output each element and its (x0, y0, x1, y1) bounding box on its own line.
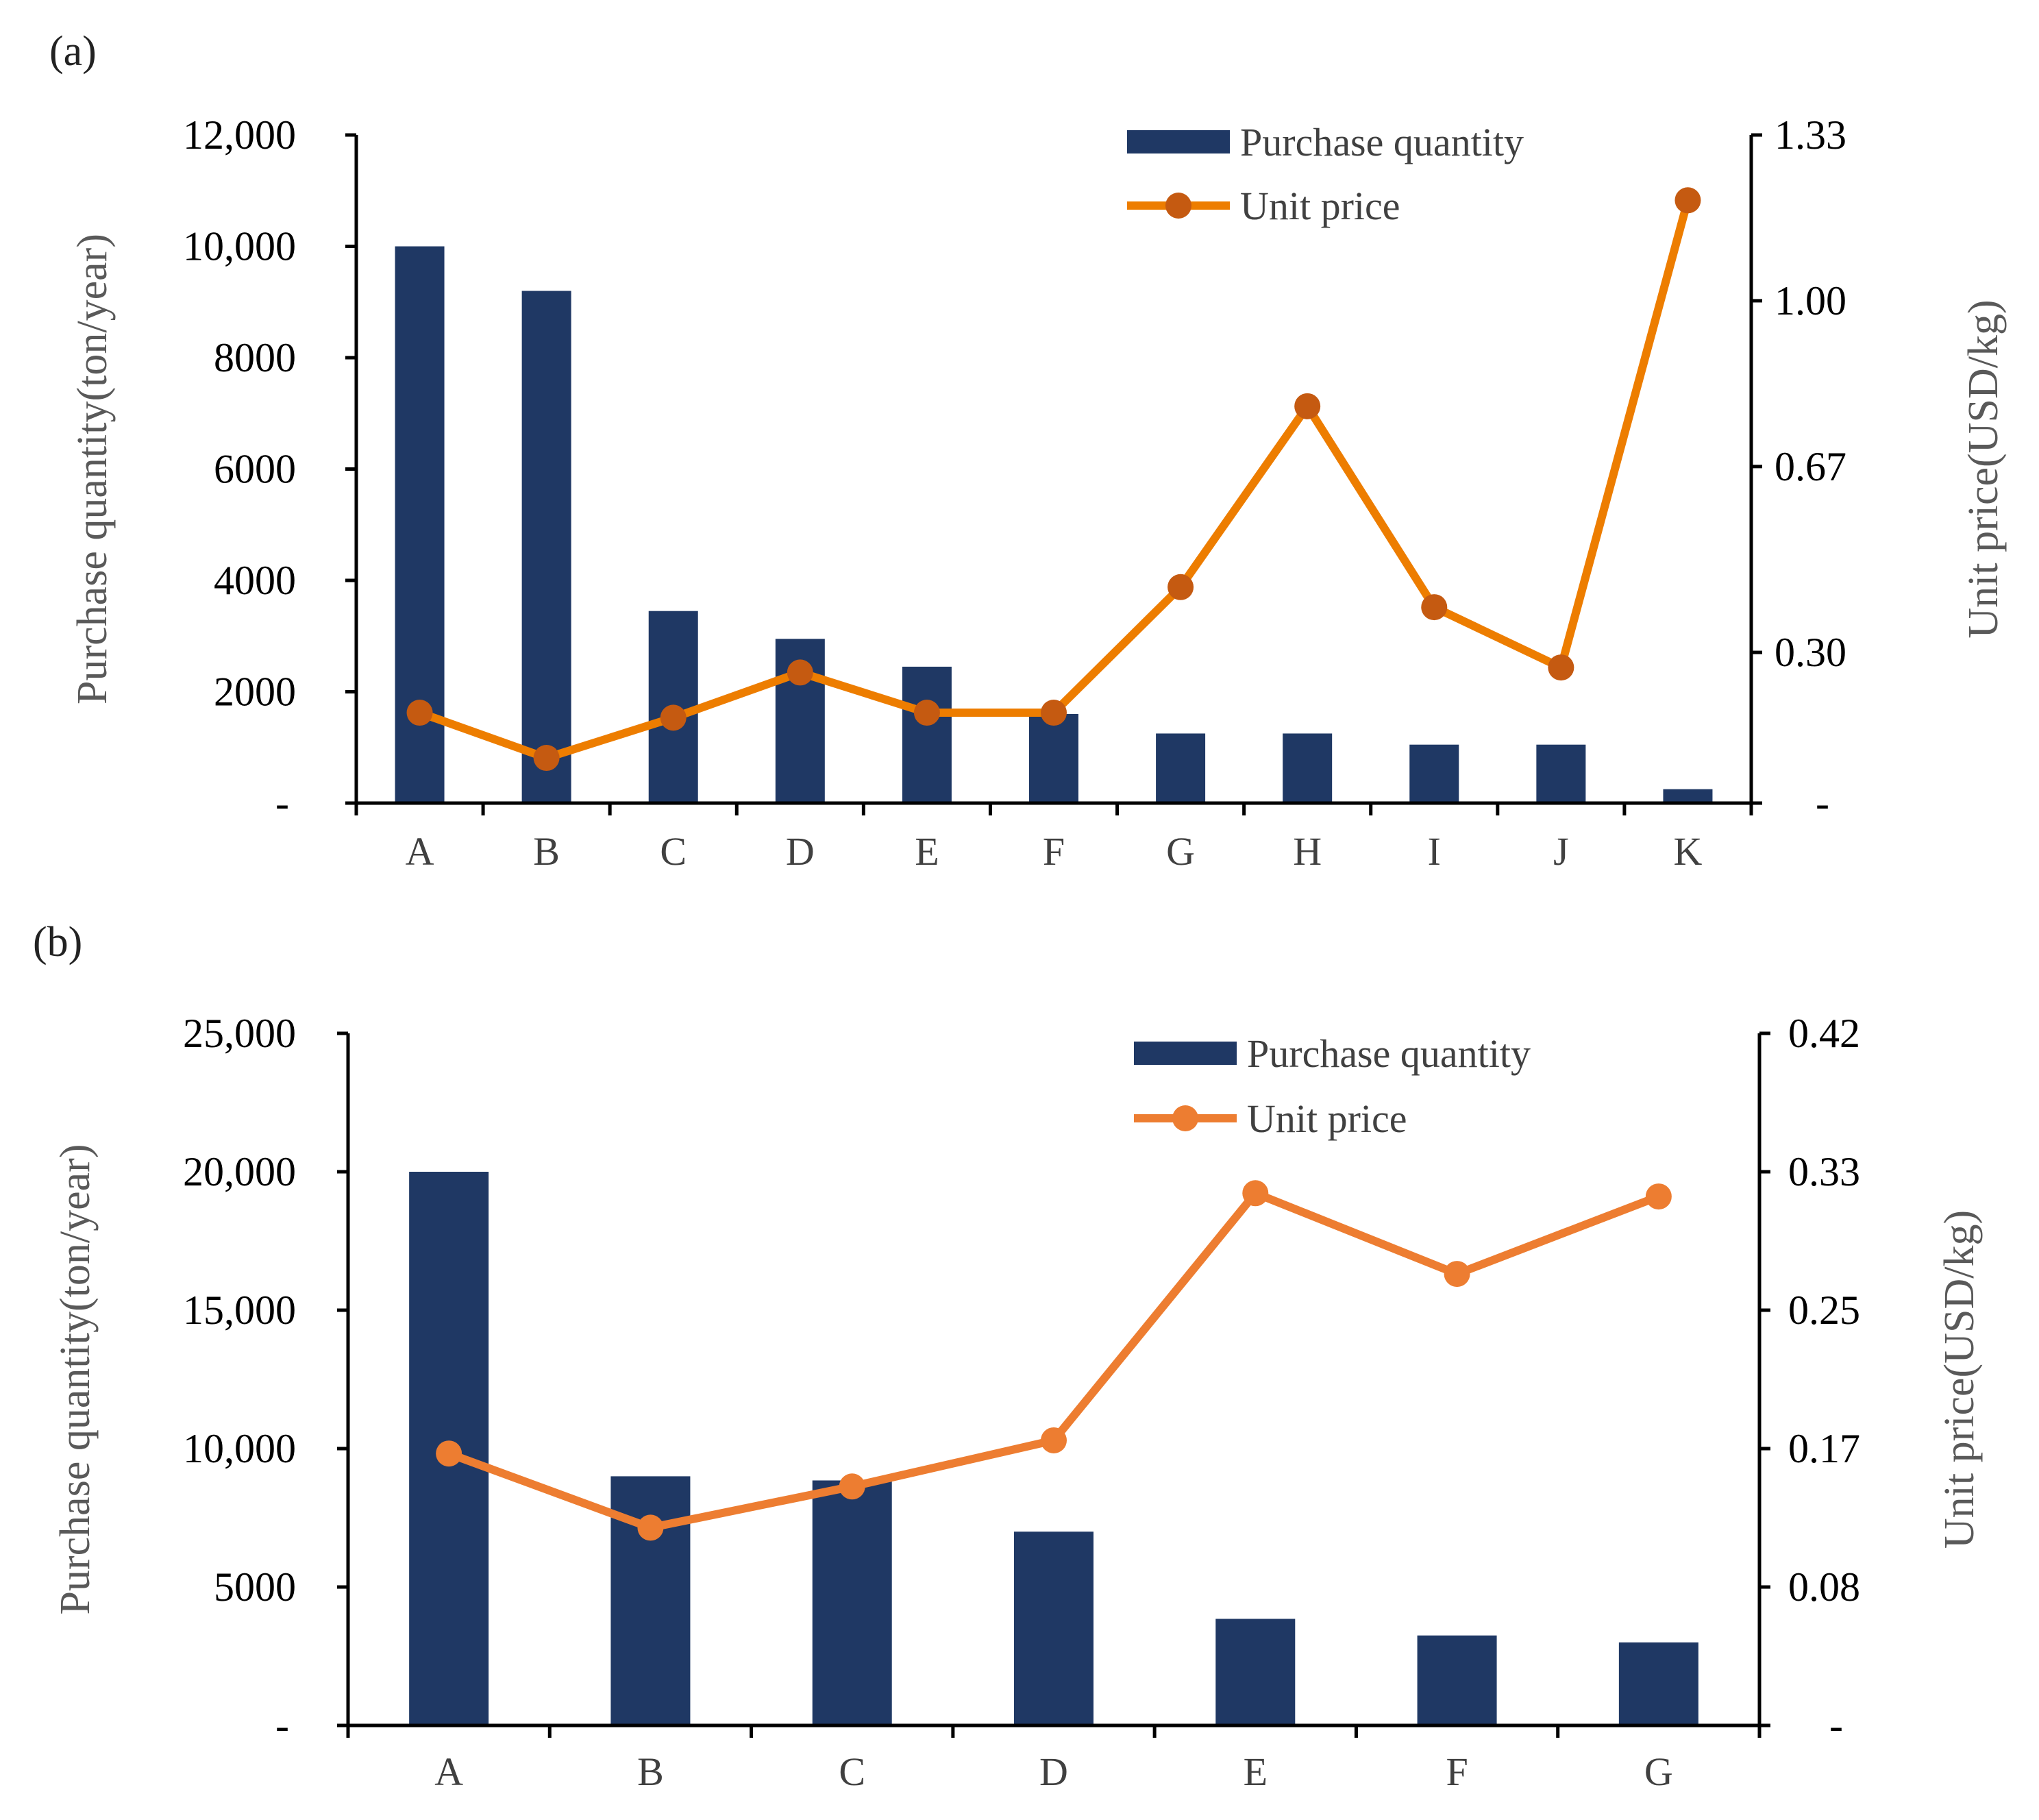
category-label-I: I (1428, 829, 1441, 874)
unit-price-point-F[interactable] (1444, 1261, 1470, 1288)
legend-bar-swatch (1134, 1042, 1237, 1065)
right-tick-label: 0.30 (1775, 630, 1846, 675)
left-tick-label: 10,000 (183, 1426, 296, 1471)
left-tick-label: 12,000 (183, 112, 296, 158)
unit-price-point-A[interactable] (406, 700, 433, 726)
category-label-B: B (533, 829, 560, 874)
left-tick-label: 6000 (214, 447, 296, 492)
right-tick-label: 0.25 (1788, 1288, 1860, 1333)
left-tick-label: 8000 (214, 335, 296, 380)
unit-price-point-C[interactable] (660, 704, 687, 731)
legend-line-marker (1172, 1105, 1198, 1131)
right-tick-label: - (1816, 780, 1829, 826)
category-label-J: J (1553, 829, 1569, 874)
left-axis-title: Purchase quantity(ton/year) (52, 1144, 99, 1615)
category-label-G: G (1644, 1749, 1673, 1794)
category-label-G: G (1166, 829, 1195, 874)
left-tick-label: 25,000 (183, 1011, 296, 1056)
unit-price-point-B[interactable] (637, 1514, 664, 1541)
category-label-E: E (915, 829, 939, 874)
unit-price-point-G[interactable] (1167, 574, 1194, 600)
right-tick-label: 0.42 (1788, 1011, 1860, 1056)
legend-bar-swatch (1127, 130, 1230, 153)
right-axis-title: Unit price(USD/kg) (1936, 1210, 1983, 1549)
left-tick-label: - (275, 780, 289, 826)
category-label-D: D (1039, 1749, 1068, 1794)
chart-b: - 5000 10,000 15,000 20,000 25,000 - 0.08 0.17 0.… (52, 1011, 1983, 1794)
right-tick-label: 0.17 (1788, 1426, 1860, 1471)
bar-C[interactable] (812, 1480, 892, 1725)
unit-price-point-H[interactable] (1294, 393, 1321, 419)
bar-J[interactable] (1536, 744, 1586, 803)
bar-F[interactable] (1029, 714, 1078, 803)
right-tick-label: - (1829, 1703, 1843, 1748)
left-tick-label: 15,000 (183, 1288, 296, 1333)
right-tick-label: 0.33 (1788, 1149, 1860, 1194)
legend-label-price: Unit price (1240, 184, 1400, 228)
bar-G[interactable] (1156, 733, 1206, 803)
category-label-B: B (637, 1749, 664, 1794)
legend-label-price: Unit price (1247, 1096, 1407, 1141)
right-tick-label: 0.08 (1788, 1564, 1860, 1610)
right-tick-label: 1.33 (1775, 112, 1846, 158)
unit-price-point-G[interactable] (1645, 1183, 1672, 1210)
panel-b-label: (b) (33, 919, 82, 966)
unit-price-line (415, 196, 1692, 763)
panel-a-label: (a) (49, 28, 97, 75)
unit-price-point-D[interactable] (787, 659, 813, 686)
category-label-K: K (1674, 829, 1703, 874)
category-label-C: C (839, 1749, 865, 1794)
category-label-A: A (406, 829, 434, 874)
left-tick-label: 10,000 (183, 224, 296, 269)
category-label-H: H (1293, 829, 1322, 874)
bar-E[interactable] (1215, 1619, 1296, 1725)
bar-B[interactable] (521, 291, 571, 804)
right-tick-label: 1.00 (1775, 278, 1846, 323)
right-axis-title: Unit price(USD/kg) (1960, 299, 2007, 638)
right-tick-label: 0.67 (1775, 444, 1846, 489)
unit-price-point-J[interactable] (1548, 654, 1574, 681)
left-tick-label: 2000 (214, 669, 296, 715)
bar-G[interactable] (1618, 1642, 1698, 1725)
unit-price-point-B[interactable] (533, 745, 560, 772)
unit-price-point-I[interactable] (1421, 594, 1448, 621)
unit-price-point-F[interactable] (1041, 700, 1067, 726)
unit-price-point-A[interactable] (436, 1440, 462, 1467)
bar-D[interactable] (1014, 1532, 1093, 1725)
category-label-F: F (1043, 829, 1065, 874)
left-tick-label: 20,000 (183, 1149, 296, 1194)
bar-K[interactable] (1663, 789, 1713, 803)
legend-label-quantity: Purchase quantity (1240, 120, 1524, 164)
left-tick-label: 5000 (214, 1564, 296, 1610)
category-label-D: D (786, 829, 815, 874)
chart-a: - 2000 4000 6000 8000 10,000 12,000 - 0.30 0.67 1.… (69, 112, 2007, 874)
unit-price-point-D[interactable] (1041, 1427, 1067, 1453)
unit-price-point-E[interactable] (1242, 1180, 1269, 1207)
unit-price-point-E[interactable] (913, 700, 940, 726)
unit-price-point-C[interactable] (839, 1473, 865, 1500)
bar-F[interactable] (1417, 1635, 1497, 1725)
category-label-C: C (660, 829, 687, 874)
left-tick-label: 4000 (214, 558, 296, 603)
category-label-F: F (1446, 1749, 1468, 1794)
legend-line-marker (1165, 193, 1191, 219)
bar-I[interactable] (1409, 744, 1459, 803)
left-tick-label: - (275, 1703, 289, 1748)
category-label-E: E (1244, 1749, 1268, 1794)
unit-price-point-K[interactable] (1675, 187, 1701, 214)
category-label-A: A (434, 1749, 463, 1794)
left-axis-title: Purchase quantity(ton/year) (69, 234, 116, 704)
bar-E[interactable] (902, 666, 952, 803)
legend-label-quantity: Purchase quantity (1247, 1031, 1531, 1076)
bar-H[interactable] (1283, 733, 1333, 803)
